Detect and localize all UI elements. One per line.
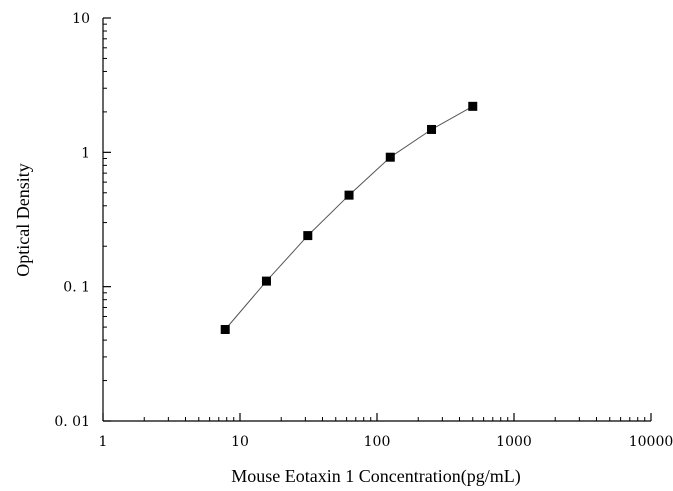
y-axis-label: Optical Density	[13, 163, 33, 276]
x-tick-label: 10000	[629, 434, 673, 450]
data-point	[344, 190, 354, 200]
data-point	[468, 101, 478, 111]
x-tick-label: 100	[364, 434, 391, 450]
y-tick-label: 0. 01	[54, 414, 90, 430]
x-tick-label: 10	[231, 434, 249, 450]
x-tick-label: 1000	[496, 434, 532, 450]
x-axis-label: Mouse Eotaxin 1 Concentration(pg/mL)	[231, 466, 520, 487]
y-tick-label: 1	[81, 145, 90, 161]
x-tick-label: 1	[99, 434, 108, 450]
axes	[102, 18, 651, 422]
major-ticks	[102, 17, 652, 422]
data-point	[427, 124, 437, 134]
data-point	[303, 231, 313, 241]
y-tick-labels: 0. 01 0. 1 1 10	[54, 11, 90, 430]
data-point	[385, 152, 395, 162]
data-point	[261, 276, 271, 286]
minor-ticks	[103, 23, 646, 421]
y-tick-label: 10	[72, 11, 90, 27]
y-tick-label: 0. 1	[63, 280, 90, 296]
data-point	[220, 324, 230, 334]
series	[220, 101, 478, 334]
series-line	[224, 105, 474, 330]
x-tick-labels: 1 10 100 1000 10000	[99, 434, 673, 450]
